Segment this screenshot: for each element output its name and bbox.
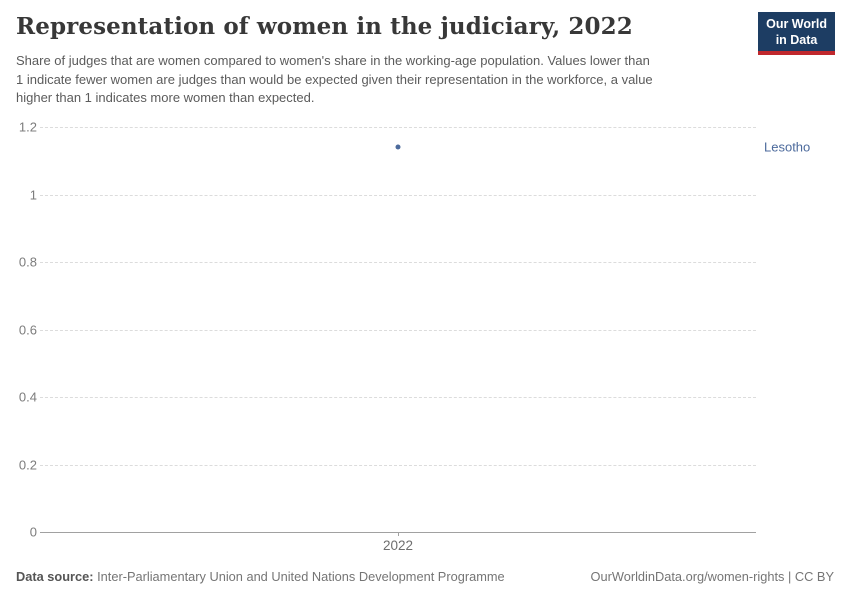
gridline [40, 127, 756, 128]
data-source-note: Data source: Inter-Parliamentary Union a… [16, 569, 505, 584]
gridline [40, 464, 756, 466]
entity-label-lesotho[interactable]: Lesotho [764, 139, 811, 155]
x-axis-tick [398, 532, 399, 536]
rights-note: OurWorldinData.org/women-rights | CC BY [591, 569, 834, 584]
owid-logo-line1: Our World [766, 17, 827, 31]
owid-logo-line2: in Data [775, 32, 818, 47]
y-axis-tick-label: 0.4 [18, 389, 37, 405]
data-point-lesotho[interactable] [395, 144, 401, 150]
gridline [40, 397, 756, 398]
gridline [40, 262, 756, 263]
license-label: | CC BY [784, 569, 834, 584]
owid-logo[interactable]: Our World in Data [758, 12, 835, 56]
y-axis-tick-label: 0.8 [18, 254, 37, 270]
chart-subtitle: Share of judges that are women compared … [16, 53, 653, 105]
x-axis-tick-label: 2022 [382, 538, 414, 553]
y-axis-tick-label: 0.6 [18, 322, 37, 337]
gridline [40, 329, 756, 331]
y-axis-tick-label: 0 [29, 524, 37, 540]
page-title: Representation of women in the judiciary… [16, 13, 633, 40]
data-source-label: Data source: [16, 569, 94, 584]
y-axis-tick-label: 0.2 [18, 457, 37, 472]
y-axis-tick-label: 1.2 [18, 119, 37, 135]
gridline [40, 194, 756, 196]
chart-footer: Data source: Inter-Parliamentary Union a… [16, 569, 834, 584]
owid-url-link[interactable]: OurWorldinData.org/women-rights [590, 569, 785, 584]
data-source-value: Inter-Parliamentary Union and United Nat… [97, 569, 505, 584]
y-axis-tick-label: 1 [29, 187, 37, 202]
